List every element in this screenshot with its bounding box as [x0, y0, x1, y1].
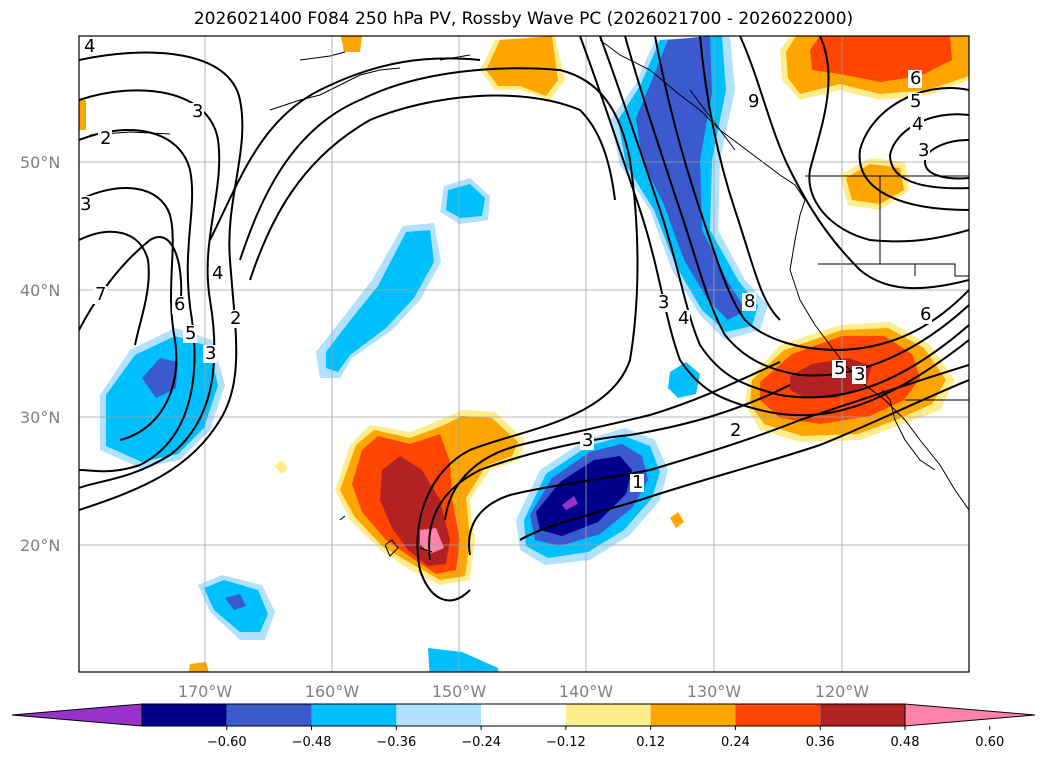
colorbar-swatch: [735, 704, 821, 726]
colorbar-tick-label: 0.36: [806, 735, 835, 750]
colorbar-tick-label: −0.48: [292, 735, 332, 750]
contour-label: 3: [80, 194, 91, 215]
contour-label: 6: [920, 304, 931, 325]
colorbar-tick-label: −0.60: [207, 735, 247, 750]
contour-label: 3: [205, 343, 216, 364]
negative-anomaly-northeast: [610, 36, 768, 340]
colorbar-swatch: [481, 704, 566, 726]
contour-label: 3: [918, 140, 929, 161]
longitude-labels: 170°W 160°W 150°W 140°W 130°W 120°W: [178, 682, 870, 701]
coastlines: [89, 39, 969, 557]
lon-label: 140°W: [559, 682, 614, 701]
contour-label: 2: [100, 128, 111, 149]
contour-label: 4: [912, 114, 923, 135]
contour-label: 3: [582, 430, 593, 451]
colorbar-swatch: [650, 704, 736, 726]
contour-label: 3: [854, 364, 865, 385]
positive-anomaly-central: [188, 410, 684, 672]
lon-label: 120°W: [815, 682, 870, 701]
colorbar-swatch: [226, 704, 312, 726]
colorbar-swatch: [396, 704, 482, 726]
colorbar-tick-label: −0.12: [546, 735, 586, 750]
contour-label: 8: [744, 291, 755, 312]
lon-label: 170°W: [178, 682, 233, 701]
colorbar-tick-label: 0.48: [891, 735, 920, 750]
contour-label: 5: [910, 91, 921, 112]
negative-anomaly-subtropical: [516, 362, 700, 565]
contour-label: 4: [84, 36, 95, 57]
contour-label: 5: [834, 358, 845, 379]
lon-label: 150°W: [432, 682, 487, 701]
lon-label: 160°W: [305, 682, 360, 701]
colorbar-swatch: [565, 704, 651, 726]
contour-label: 6: [910, 68, 921, 89]
colorbar-tick-label: −0.24: [461, 735, 501, 750]
colorbar-swatch: [311, 704, 397, 726]
colorbar-swatch: [820, 704, 905, 726]
colorbar-extend-low: [11, 703, 143, 727]
lat-label: 30°N: [20, 408, 60, 427]
pv-contours: [79, 36, 969, 602]
graticule: [79, 36, 969, 672]
contour-labels: 4 3 2 3 7 6 5 3 4 2 3 4 3 2 1 8 9 6 5 4 …: [79, 36, 932, 493]
contour-label: 4: [212, 263, 223, 284]
negative-anomaly-central: [316, 178, 490, 378]
contour-label: 6: [174, 294, 185, 315]
colorbar-tick-label: 0.60: [975, 735, 1004, 750]
contour-label: 2: [230, 308, 241, 329]
negative-anomaly-southwest: [198, 575, 499, 672]
lat-label: 50°N: [20, 153, 60, 172]
contour-label: 3: [658, 292, 669, 313]
contour-label: 4: [678, 308, 689, 329]
map-frame: [78, 35, 970, 673]
contour-label: 5: [185, 323, 196, 344]
lon-label: 130°W: [687, 682, 742, 701]
lat-label: 40°N: [20, 281, 60, 300]
colorbar-swatch: [142, 704, 227, 726]
contour-label: 7: [95, 284, 106, 305]
colorbar-tick-label: 0.12: [636, 735, 665, 750]
colorbar-extend-high: [904, 703, 1036, 727]
contour-label: 9: [748, 91, 759, 112]
colorbar-tick-label: −0.36: [376, 735, 416, 750]
colorbar-tick-label: 0.24: [721, 735, 750, 750]
contour-label: 1: [632, 472, 643, 493]
colorbar: −0.60 −0.48 −0.36 −0.24 −0.12 0.12 0.24 0.36 0.4…: [11, 703, 1036, 750]
map-title: 2026021400 F084 250 hPa PV, Rossby Wave …: [193, 9, 854, 29]
contour-label: 3: [192, 101, 203, 122]
contour-label: 2: [730, 420, 741, 441]
colorbar-frame: [141, 703, 906, 727]
lat-label: 20°N: [20, 536, 60, 555]
latitude-labels: 50°N 40°N 30°N 20°N: [20, 153, 60, 555]
